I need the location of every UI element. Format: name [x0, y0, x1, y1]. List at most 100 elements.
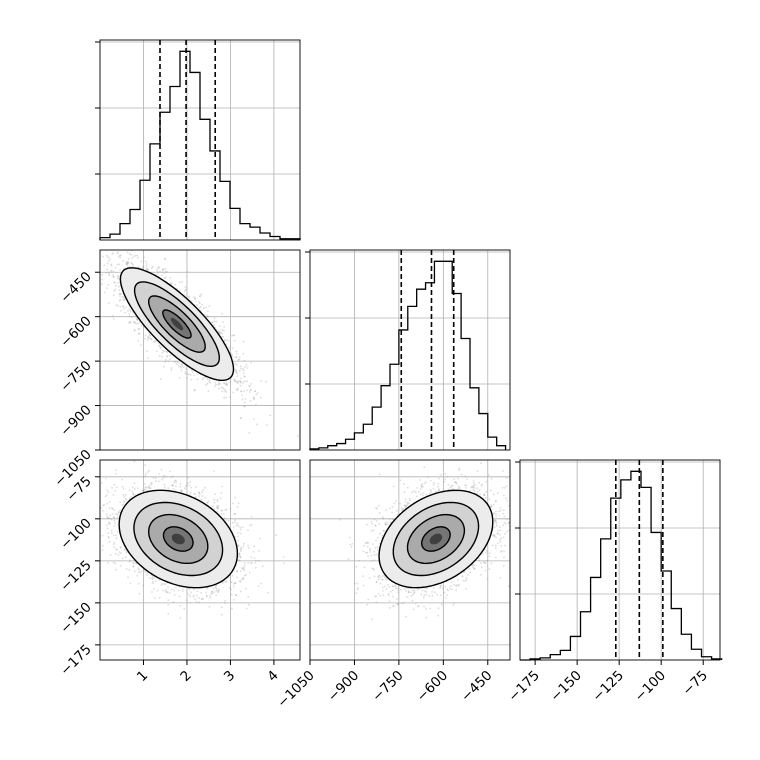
sample-point: [119, 254, 121, 257]
sample-point: [148, 469, 150, 472]
sample-point: [112, 294, 115, 297]
histogram-line: [520, 470, 723, 661]
sample-point: [146, 338, 149, 341]
sample-point: [193, 389, 196, 392]
sample-point: [173, 589, 176, 592]
sample-point: [250, 515, 253, 518]
sample-point: [192, 594, 195, 597]
sample-point: [239, 556, 242, 559]
sample-point: [148, 337, 151, 339]
sample-point: [168, 470, 171, 473]
sample-point: [211, 321, 214, 323]
sample-point: [213, 324, 215, 327]
sample-point: [218, 332, 221, 334]
sample-point: [215, 383, 217, 386]
sample-point: [186, 482, 189, 485]
sample-point: [122, 305, 125, 308]
sample-point: [239, 581, 242, 583]
sample-point: [175, 485, 177, 488]
sample-point: [193, 493, 196, 495]
sample-point: [239, 380, 242, 383]
sample-point: [248, 571, 251, 574]
sample-point: [141, 570, 143, 572]
sample-point: [238, 553, 241, 556]
sample-point: [229, 396, 231, 398]
sample-point: [248, 524, 251, 527]
sample-point: [202, 307, 205, 310]
sample-point: [209, 382, 212, 384]
sample-point: [228, 346, 231, 348]
sample-point: [223, 517, 226, 520]
sample-point: [225, 384, 228, 387]
sample-point: [110, 264, 113, 267]
sample-point: [226, 339, 228, 341]
sample-point: [161, 269, 164, 272]
sample-point: [142, 260, 145, 262]
sample-point: [111, 532, 113, 534]
sample-point: [119, 305, 122, 308]
sample-point: [161, 268, 164, 271]
sample-point: [180, 369, 183, 372]
sample-point: [118, 289, 121, 292]
sample-point: [250, 383, 253, 385]
sample-point: [114, 490, 117, 492]
sample-point: [115, 568, 118, 571]
sample-point: [283, 562, 286, 565]
sample-point: [177, 365, 180, 368]
sample-point: [151, 582, 154, 584]
sample-point: [248, 391, 251, 393]
sample-point: [253, 398, 256, 401]
sample-point: [216, 500, 219, 503]
sample-point: [198, 302, 201, 305]
sample-point: [119, 295, 121, 297]
sample-point: [101, 274, 104, 276]
sample-point: [189, 601, 191, 604]
sample-point: [243, 405, 246, 408]
sample-point: [128, 313, 131, 315]
sample-point: [215, 585, 217, 588]
sample-point: [225, 391, 227, 393]
sample-point: [163, 277, 166, 280]
sample-point: [112, 315, 114, 317]
sample-point: [233, 598, 235, 601]
sample-point: [258, 559, 260, 562]
sample-point: [110, 518, 113, 521]
sample-point: [233, 379, 236, 381]
sample-point: [183, 366, 185, 369]
sample-point: [239, 590, 242, 593]
sample-point: [238, 552, 241, 555]
sample-point: [236, 372, 239, 375]
sample-point: [234, 369, 237, 371]
sample-point: [180, 490, 183, 493]
sample-point: [206, 310, 209, 313]
sample-point: [200, 592, 203, 594]
sample-point: [129, 310, 132, 312]
sample-point: [133, 322, 136, 324]
histogram-frame: [99, 39, 301, 241]
sample-point: [165, 588, 168, 591]
sample-point: [101, 534, 104, 537]
sample-point: [111, 253, 114, 256]
sample-point: [107, 256, 109, 258]
sample-point: [136, 487, 139, 490]
sample-point: [235, 370, 238, 373]
sample-point: [122, 260, 125, 262]
sample-point: [195, 304, 198, 306]
sample-point: [242, 545, 245, 548]
sample-point: [244, 376, 246, 378]
sample-point: [182, 588, 184, 590]
sample-point: [224, 600, 227, 602]
sample-point: [208, 305, 211, 307]
sample-point: [184, 286, 187, 289]
sample-point: [222, 321, 224, 323]
sample-point: [147, 335, 149, 338]
sample-point: [151, 265, 154, 268]
sample-point: [253, 397, 255, 399]
sample-point: [132, 565, 135, 568]
sample-point: [167, 360, 170, 363]
sample-point: [133, 329, 136, 332]
sample-point: [117, 285, 120, 288]
sample-point: [197, 491, 200, 494]
sample-point: [146, 571, 149, 574]
